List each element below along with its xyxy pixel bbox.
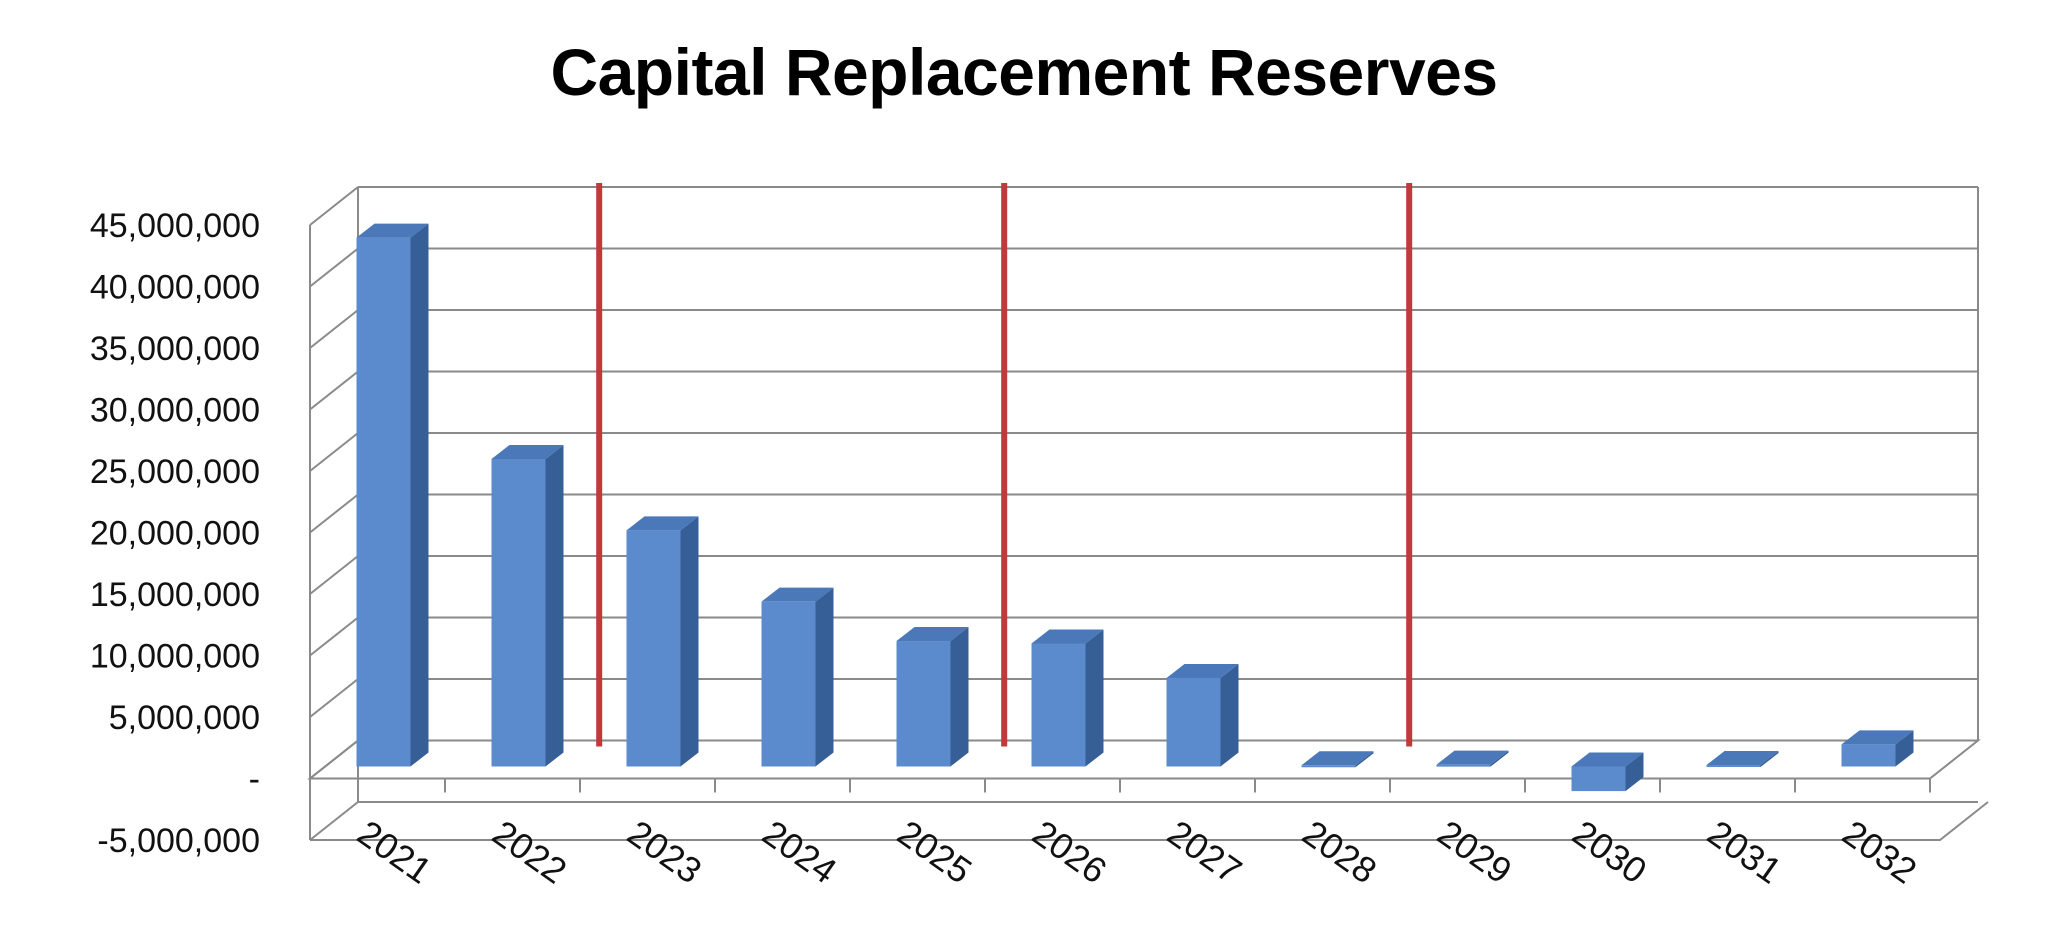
bar-2028 <box>1301 751 1374 768</box>
x-tick-label: 2031 <box>1700 812 1789 892</box>
x-tick-label: 2023 <box>620 812 709 892</box>
bar-2031 <box>1706 751 1779 768</box>
bar-side <box>545 445 564 767</box>
y-tick-label: 10,000,000 <box>90 638 260 676</box>
bar-front <box>1166 677 1221 767</box>
gridline-wall <box>309 616 359 657</box>
bar-2024 <box>761 587 834 767</box>
bottom-outline <box>310 801 1989 841</box>
bar-front <box>1841 744 1896 767</box>
x-tick-label: 2032 <box>1835 812 1924 892</box>
gridline-wall <box>309 186 359 226</box>
bar-top <box>626 516 699 531</box>
gridline-wall <box>309 678 359 718</box>
bar-top <box>896 627 969 642</box>
chart-title: Capital Replacement Reserves <box>550 35 1498 109</box>
bar-front <box>761 601 816 767</box>
x-tick-label: 2021 <box>350 812 439 892</box>
bar-front <box>1031 643 1086 767</box>
bar-side <box>1355 751 1374 768</box>
bar-front <box>896 641 951 767</box>
period-dividers <box>596 183 1413 747</box>
bar-top <box>761 587 834 602</box>
gridline-wall <box>309 247 359 288</box>
x-tick-label: 2022 <box>485 812 574 892</box>
bar-side <box>815 587 834 767</box>
y-tick-label: 40,000,000 <box>90 269 260 307</box>
gridline-wall <box>309 432 359 472</box>
y-tick-label: 25,000,000 <box>90 453 260 491</box>
y-tick-label: 35,000,000 <box>90 330 260 368</box>
gridline-wall <box>309 493 359 534</box>
bar-2022 <box>491 445 564 767</box>
bar-front <box>1301 765 1356 768</box>
bar-side <box>1085 629 1104 767</box>
bar-top <box>1571 752 1644 767</box>
gridline-wall <box>309 555 359 595</box>
gridline-wall <box>309 739 359 780</box>
bar-side <box>1490 750 1509 767</box>
bar-front <box>1706 765 1761 768</box>
bar-top <box>491 445 564 459</box>
gridline-wall <box>309 801 359 841</box>
y-tick-label: - <box>249 761 260 799</box>
bar-front <box>1571 766 1626 792</box>
bar-front <box>356 237 411 767</box>
y-tick-label: 30,000,000 <box>90 392 260 430</box>
bar-side <box>1220 663 1239 767</box>
bar-top <box>1301 751 1374 766</box>
bar-side <box>410 223 429 767</box>
bar-2032 <box>1841 730 1914 767</box>
bar-top <box>1031 629 1104 644</box>
bar-side <box>950 627 969 767</box>
bars <box>356 223 1914 792</box>
bar-top <box>1166 663 1239 678</box>
bar-top <box>356 223 429 238</box>
bar-front <box>491 459 546 767</box>
gridline-wall <box>309 309 359 349</box>
x-tick-label: 2028 <box>1295 812 1384 892</box>
bar-2026 <box>1031 629 1104 767</box>
x-tick-label: 2025 <box>890 812 979 892</box>
bar-2027 <box>1166 663 1239 767</box>
gridline-wall <box>309 370 359 411</box>
y-tick-label: 5,000,000 <box>109 699 260 737</box>
bar-side <box>1760 751 1779 768</box>
bar-side <box>1625 752 1644 792</box>
y-axis-tick-labels: -5,000,000-5,000,00010,000,00015,000,000… <box>90 207 260 860</box>
bar-2023 <box>626 516 699 767</box>
y-tick-label: -5,000,000 <box>97 822 260 860</box>
x-tick-label: 2026 <box>1025 812 1114 892</box>
x-axis-tick-labels: 2021 2022 2023 2024 2025 2026 2027 2028 2029 2030… <box>350 812 1924 892</box>
bar-top <box>1436 750 1509 765</box>
bar-2021 <box>356 223 429 767</box>
bar-front <box>626 530 681 767</box>
bar-2030 <box>1571 752 1644 792</box>
x-tick-label: 2027 <box>1160 812 1249 892</box>
y-tick-label: 15,000,000 <box>90 576 260 614</box>
x-tick-label: 2030 <box>1565 812 1654 892</box>
x-tick-label: 2024 <box>755 812 844 892</box>
bar-top <box>1841 730 1914 745</box>
bar-side <box>680 516 699 767</box>
y-tick-label: 20,000,000 <box>90 515 260 553</box>
bar-front <box>1436 764 1491 767</box>
bar-2029 <box>1436 750 1509 767</box>
x-tick-label: 2029 <box>1430 812 1519 892</box>
bar-2025 <box>896 627 969 767</box>
bar-top <box>1706 751 1779 766</box>
y-tick-label: 45,000,000 <box>90 207 260 245</box>
bar-side <box>1895 730 1914 767</box>
